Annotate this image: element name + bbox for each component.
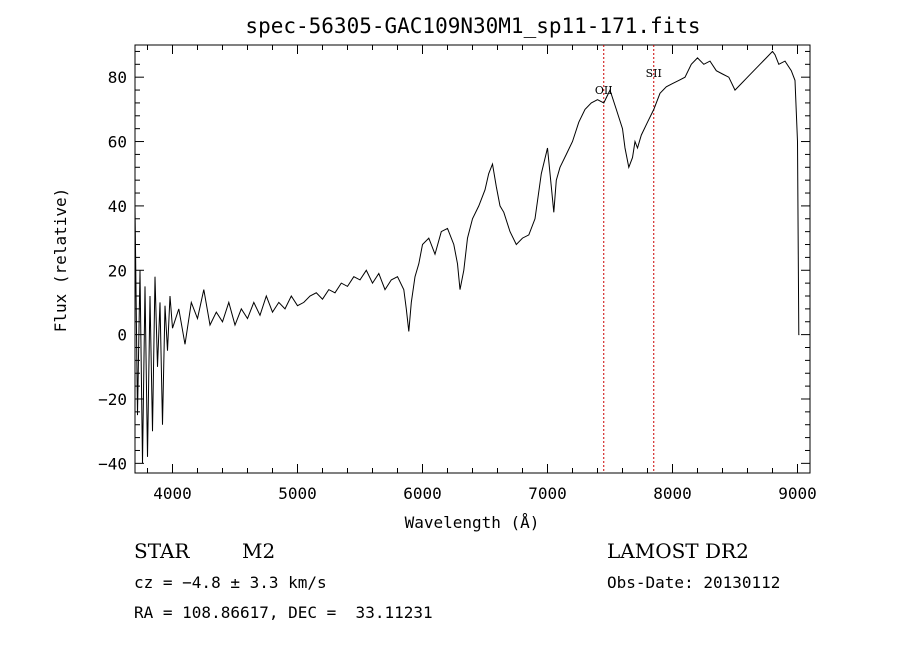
y-tick-label: 40 bbox=[108, 197, 127, 216]
x-tick-label: 8000 bbox=[653, 484, 692, 503]
subclass-label: M2 bbox=[242, 539, 276, 563]
x-tick-label: 9000 bbox=[778, 484, 817, 503]
x-axis-label: Wavelength (Å) bbox=[405, 513, 540, 532]
y-tick-label: 80 bbox=[108, 68, 127, 87]
y-tick-label: −20 bbox=[98, 390, 127, 409]
chart-title: spec-56305-GAC109N30M1_sp11-171.fits bbox=[245, 14, 700, 38]
y-tick-label: 0 bbox=[117, 326, 127, 345]
x-tick-label: 4000 bbox=[153, 484, 192, 503]
class-label: STAR bbox=[134, 539, 190, 563]
y-tick-label: 20 bbox=[108, 261, 127, 280]
plot-border bbox=[134, 44, 811, 474]
ra-dec-value: RA = 108.86617, DEC = 33.11231 bbox=[134, 603, 433, 622]
obs-date-value: Obs-Date: 20130112 bbox=[607, 573, 781, 592]
x-tick-label: 7000 bbox=[528, 484, 567, 503]
marker-label: SII bbox=[646, 67, 662, 80]
cz-value: cz = −4.8 ± 3.3 km/s bbox=[134, 573, 327, 592]
survey-label: LAMOST DR2 bbox=[607, 539, 749, 563]
minor-ticks bbox=[135, 45, 810, 473]
y-tick-label: −40 bbox=[98, 454, 127, 473]
x-tick-label: 5000 bbox=[278, 484, 317, 503]
spectrum-series bbox=[134, 50, 800, 464]
y-tick-label: 60 bbox=[108, 133, 127, 152]
y-axis-ticks: −40 −20 0 20 40 60 80 bbox=[98, 68, 810, 473]
x-axis-ticks: 4000 5000 6000 7000 8000 9000 bbox=[153, 45, 817, 503]
x-tick-label: 6000 bbox=[403, 484, 442, 503]
plot-frame bbox=[134, 44, 811, 474]
spectrum-line bbox=[134, 50, 800, 464]
y-axis-label: Flux (relative) bbox=[51, 188, 70, 333]
